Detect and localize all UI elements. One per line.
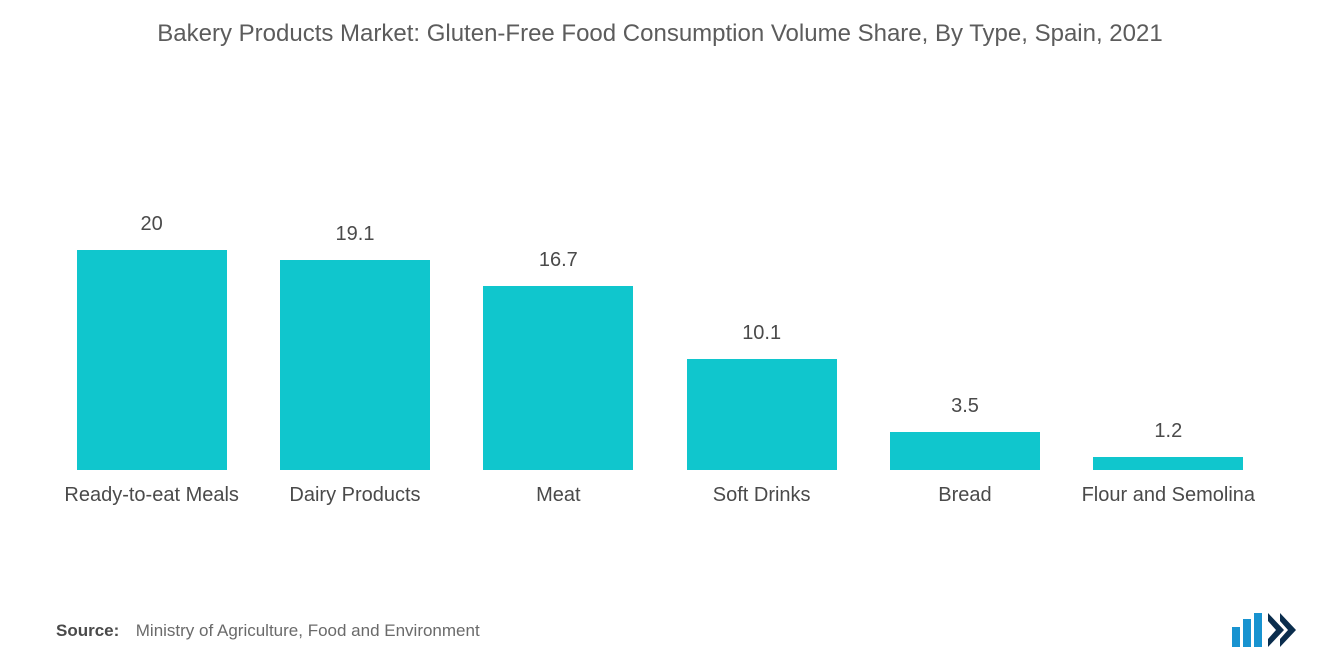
bar-value: 20: [141, 213, 163, 236]
bar-label: Bread: [870, 482, 1060, 509]
plot-area: 20Ready-to-eat Meals19.1Dairy Products16…: [50, 250, 1270, 470]
chart-title: Bakery Products Market: Gluten-Free Food…: [60, 18, 1260, 50]
bar-value: 10.1: [742, 322, 781, 345]
bar-label: Flour and Semolina: [1073, 482, 1263, 509]
bar-slot: 3.5Bread: [863, 250, 1066, 470]
bar-slot: 10.1Soft Drinks: [660, 250, 863, 470]
brand-logo: [1232, 613, 1296, 647]
bar-label: Dairy Products: [260, 482, 450, 509]
source-text: Ministry of Agriculture, Food and Enviro…: [136, 621, 480, 640]
bar-slot: 20Ready-to-eat Meals: [50, 250, 253, 470]
bar-label: Meat: [463, 482, 653, 509]
source-line: Source: Ministry of Agriculture, Food an…: [56, 621, 480, 641]
chart-container: Bakery Products Market: Gluten-Free Food…: [0, 0, 1320, 665]
bar-value: 1.2: [1154, 420, 1182, 443]
bar-value: 3.5: [951, 395, 979, 418]
bar: 10.1: [687, 359, 837, 470]
bar-slot: 1.2Flour and Semolina: [1067, 250, 1270, 470]
brand-logo-icon: [1232, 613, 1296, 647]
bar: 19.1: [280, 260, 430, 470]
bar-value: 16.7: [539, 249, 578, 272]
bar: 3.5: [890, 432, 1040, 471]
bar-slot: 19.1Dairy Products: [253, 250, 456, 470]
bar: 16.7: [483, 286, 633, 470]
bar-label: Ready-to-eat Meals: [57, 482, 247, 509]
bar: 1.2: [1093, 457, 1243, 470]
bar-slot: 16.7Meat: [457, 250, 660, 470]
bar-value: 19.1: [336, 223, 375, 246]
bar: 20: [77, 250, 227, 470]
bar-label: Soft Drinks: [667, 482, 857, 509]
source-label: Source:: [56, 621, 119, 640]
